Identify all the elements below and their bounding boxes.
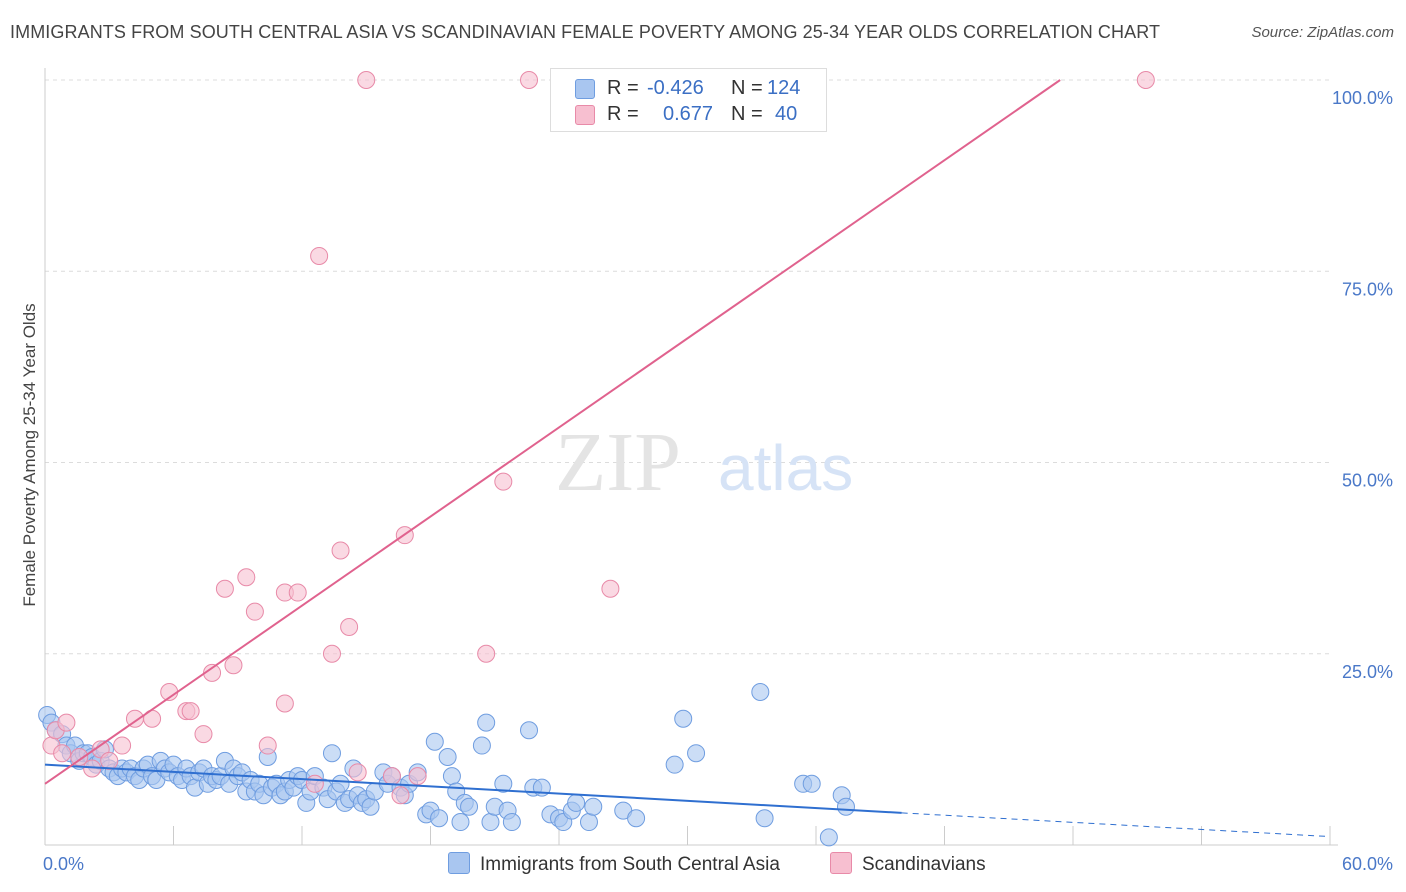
immigrants-point: [451, 813, 470, 832]
legend-n-label: N =: [731, 103, 763, 125]
y-tick-label: 75.0%: [1342, 279, 1393, 299]
y-tick-labels: 25.0% 50.0% 75.0% 100.0%: [1332, 88, 1393, 682]
immigrants-point: [361, 797, 380, 816]
immigrants-point: [687, 744, 706, 763]
scandinavians-point: [70, 748, 89, 767]
series-scandinavians-points: [42, 71, 1155, 805]
scandinavians-point: [258, 736, 277, 755]
scandinavians-point: [215, 579, 234, 598]
scandinavians-point: [382, 767, 401, 786]
immigrants-point: [442, 767, 461, 786]
legend-n-value: 40: [775, 103, 798, 125]
scandinavians-point: [194, 725, 213, 744]
immigrants-point: [665, 755, 684, 774]
immigrants-point: [567, 793, 586, 812]
scandinavians-point: [340, 617, 359, 636]
immigrants-point: [438, 748, 457, 767]
immigrants-point: [472, 736, 491, 755]
scandinavians-point: [348, 763, 367, 782]
trend-line-immigrants: [44, 763, 902, 814]
trend-line-immigrants-extension: [901, 812, 1331, 838]
series-immigrants-points: [38, 683, 855, 847]
bottom-legend-label: Scandinavians: [862, 854, 986, 875]
immigrants-point: [802, 774, 821, 793]
immigrants-point: [460, 797, 479, 816]
scandinavians-point: [57, 713, 76, 732]
immigrants-point: [331, 774, 350, 793]
watermark: ZIP atlas: [555, 416, 853, 509]
x-tick-label: 60.0%: [1342, 854, 1393, 874]
bottom-legend-scandinavians: Scandinavians: [830, 852, 986, 876]
scandinavians-point: [1136, 71, 1155, 89]
bottom-legend-label: Immigrants from South Central Asia: [480, 854, 780, 875]
scandinavians-point: [113, 736, 132, 755]
immigrants-point: [627, 809, 646, 828]
immigrants-point: [477, 713, 496, 732]
chart-title: IMMIGRANTS FROM SOUTH CENTRAL ASIA VS SC…: [10, 22, 1161, 42]
scandinavians-point: [305, 774, 324, 793]
immigrants-point: [674, 709, 693, 728]
immigrants-point: [751, 683, 770, 701]
y-tick-label: 100.0%: [1332, 88, 1393, 108]
scandinavians-point: [224, 656, 243, 675]
immigrants-point: [425, 732, 444, 751]
bottom-legend-swatch-pink: [830, 852, 852, 874]
legend-n-value: 124: [767, 77, 801, 99]
scandinavians-point: [520, 71, 539, 89]
legend: R = -0.426 N = 124 R = 0.677 N = 40: [550, 68, 827, 132]
y-tick-label: 25.0%: [1342, 662, 1393, 682]
scandinavians-point: [53, 744, 72, 763]
immigrants-point: [520, 721, 539, 740]
scandinavians-point: [601, 579, 620, 598]
legend-r-label: R =: [607, 103, 639, 125]
scandinavians-point: [181, 702, 200, 721]
y-axis-title: Female Poverty Among 25-34 Year Olds: [20, 303, 39, 606]
legend-r-value: 0.677: [663, 103, 714, 125]
legend-swatch-blue: [575, 79, 595, 99]
watermark-atlas: atlas: [718, 432, 853, 504]
scandinavians-point: [391, 786, 410, 805]
immigrants-point: [579, 813, 598, 832]
watermark-zip: ZIP: [555, 416, 681, 509]
immigrants-point: [430, 809, 449, 828]
legend-r-value: -0.426: [647, 77, 704, 99]
scandinavians-point: [357, 71, 376, 89]
bottom-legend-swatch-blue: [448, 852, 470, 874]
trend-line-scandinavians: [44, 79, 1061, 785]
immigrants-point: [322, 744, 341, 763]
x-tick-label: 0.0%: [43, 854, 84, 874]
x-tick-labels: 0.0% 60.0%: [43, 854, 1393, 874]
scandinavians-point: [100, 751, 119, 770]
scandinavians-point: [331, 541, 350, 560]
scandinavians-point: [310, 246, 329, 265]
scandinavians-point: [477, 644, 496, 663]
legend-n-label: N =: [731, 77, 763, 99]
axes: [44, 68, 1338, 846]
gridlines: [45, 79, 1330, 655]
scandinavians-point: [275, 694, 294, 713]
scandinavians-point: [322, 644, 341, 663]
scandinavians-point: [245, 602, 264, 621]
immigrants-point: [819, 828, 838, 847]
immigrants-point: [481, 813, 500, 832]
legend-swatch-pink: [575, 105, 595, 125]
bottom-legend-immigrants: Immigrants from South Central Asia: [448, 852, 780, 876]
trend-lines: [44, 79, 1331, 838]
immigrants-point: [502, 813, 521, 832]
scandinavians-point: [288, 583, 307, 602]
scandinavians-point: [494, 472, 513, 491]
scandinavians-point: [237, 568, 256, 587]
immigrants-point: [584, 797, 603, 816]
scandinavians-point: [408, 767, 427, 786]
immigrants-point: [755, 809, 774, 828]
y-tick-label: 50.0%: [1342, 471, 1393, 491]
source-label: Source: ZipAtlas.com: [1251, 24, 1394, 41]
immigrants-point: [836, 797, 855, 816]
legend-r-label: R =: [607, 77, 639, 99]
immigrants-point: [494, 774, 513, 793]
